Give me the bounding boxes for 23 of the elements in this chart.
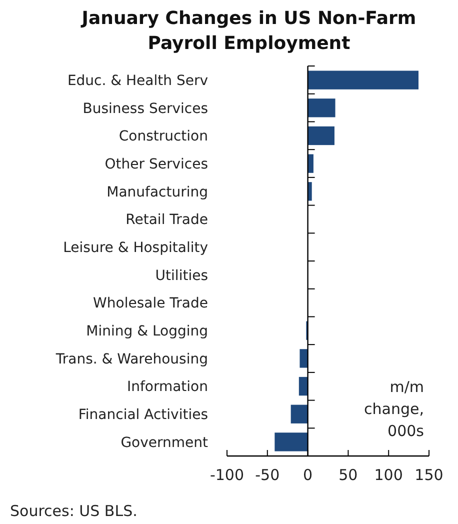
x-tick-label: -100	[210, 466, 244, 484]
chart-title: January Changes in US Non-Farm Payroll Employment	[80, 8, 416, 54]
y-tick-label: Trans. & Warehousing	[54, 351, 208, 368]
y-tick-label: Government	[120, 434, 209, 451]
y-tick-label: Retail Trade	[126, 212, 208, 228]
y-tick-label: Construction	[118, 128, 208, 145]
x-tick-label: 0	[303, 466, 313, 484]
source-note: Sources: US BLS.	[10, 502, 138, 520]
x-tick-label: -50	[255, 466, 280, 484]
y-tick-label: Other Services	[104, 156, 208, 172]
y-tick-label: Mining & Logging	[86, 323, 208, 340]
annotation: m/m change, 000s	[364, 378, 424, 440]
x-tick-label: 100	[374, 466, 403, 484]
y-tick-label: Leisure & Hospitality	[63, 240, 208, 256]
x-tick-label: 150	[414, 466, 444, 484]
y-tick-label: Utilities	[155, 268, 208, 284]
y-tick-label: Financial Activities	[78, 407, 208, 424]
y-tick-label: Wholesale Trade	[93, 296, 208, 312]
y-tick-label: Manufacturing	[106, 184, 208, 200]
y-tick-label: Business Services	[82, 100, 208, 117]
y-tick-label: Educ. & Health Serv	[67, 72, 208, 89]
x-tick-label: 50	[338, 466, 358, 484]
y-tick-label: Information	[126, 379, 208, 396]
